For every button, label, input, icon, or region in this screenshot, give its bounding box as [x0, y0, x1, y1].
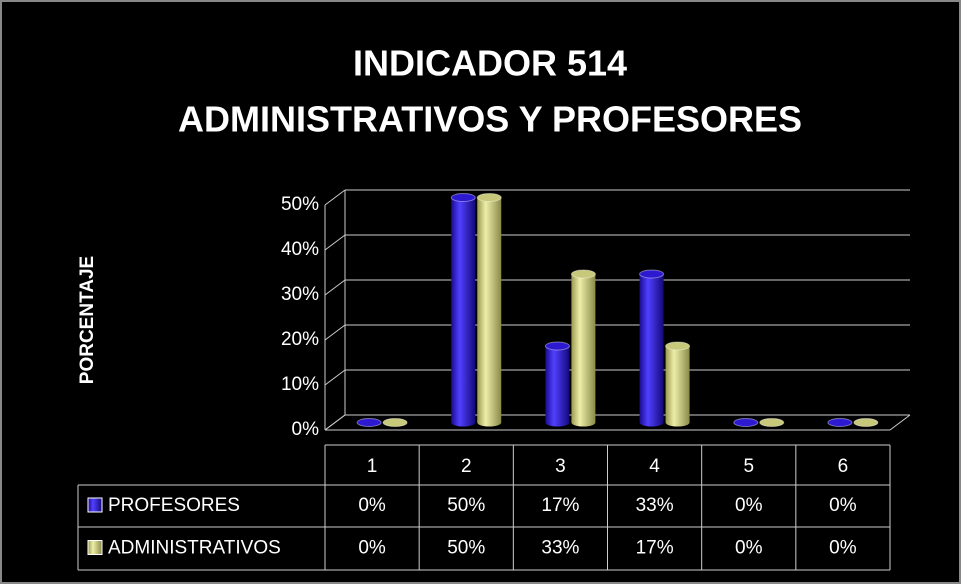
table-value: 17% — [636, 538, 674, 559]
grid-line — [324, 189, 346, 206]
cylinder-top — [544, 341, 570, 351]
cylinder — [733, 418, 759, 427]
cylinder-top — [382, 418, 408, 427]
cylinder-top — [450, 193, 476, 202]
cylinder — [665, 341, 691, 427]
x-tick-label: 5 — [743, 456, 754, 477]
cylinder-top — [759, 418, 785, 427]
table-value: 0% — [358, 538, 386, 559]
cylinder-top — [733, 418, 759, 427]
floor-edge — [889, 414, 911, 431]
table-value: 33% — [636, 495, 674, 516]
grid-line — [324, 279, 346, 296]
bar — [545, 346, 570, 423]
x-tick-label: 4 — [649, 456, 660, 477]
legend-swatch — [87, 540, 103, 555]
legend-label: ADMINISTRATIVOS — [108, 538, 281, 559]
y-axis-label: PORCENTAJE — [77, 256, 98, 384]
y-tick-label: 50% — [281, 194, 319, 215]
table-value: 0% — [735, 495, 763, 516]
cylinder — [853, 418, 879, 427]
bar — [639, 274, 664, 423]
cylinder-top — [476, 193, 502, 202]
cylinder — [570, 269, 596, 427]
cylinder-top — [639, 269, 665, 279]
table-value: 0% — [829, 538, 857, 559]
cylinder-top — [356, 418, 382, 427]
cylinder-top — [570, 269, 596, 279]
cylinder — [476, 193, 502, 427]
bar — [451, 197, 476, 423]
bar — [477, 197, 502, 423]
cylinder — [544, 341, 570, 427]
grid-line — [324, 414, 346, 431]
grid-line — [324, 234, 346, 251]
table-value: 50% — [447, 495, 485, 516]
x-tick-label: 3 — [555, 456, 566, 477]
y-tick-label: 20% — [281, 329, 319, 350]
chart-title: INDICADOR 514 — [353, 43, 627, 84]
legend-label: PROFESORES — [108, 495, 240, 516]
table-value: 17% — [541, 495, 579, 516]
cylinder — [639, 269, 665, 427]
cylinder — [827, 418, 853, 427]
table-value: 0% — [829, 495, 857, 516]
cylinder — [356, 418, 382, 427]
table-value: 0% — [358, 495, 386, 516]
cylinder-top — [853, 418, 879, 427]
x-tick-label: 6 — [838, 456, 849, 477]
cylinder — [450, 193, 476, 427]
cylinder-top — [827, 418, 853, 427]
y-tick-label: 0% — [292, 419, 320, 440]
x-tick-label: 2 — [461, 456, 472, 477]
cylinder — [759, 418, 785, 427]
y-tick-label: 40% — [281, 239, 319, 260]
table-value: 50% — [447, 538, 485, 559]
table-value: 0% — [735, 538, 763, 559]
cylinder-top — [665, 341, 691, 351]
y-tick-label: 10% — [281, 374, 319, 395]
x-tick-label: 1 — [367, 456, 378, 477]
grid-line — [324, 324, 346, 341]
legend-swatch — [87, 497, 103, 513]
chart-title: ADMINISTRATIVOS Y PROFESORES — [178, 99, 802, 140]
cylinder — [382, 418, 408, 427]
bar — [665, 346, 690, 423]
table-value: 33% — [541, 538, 579, 559]
y-tick-label: 30% — [281, 284, 319, 305]
grid-line — [324, 369, 346, 386]
bar — [571, 274, 596, 423]
